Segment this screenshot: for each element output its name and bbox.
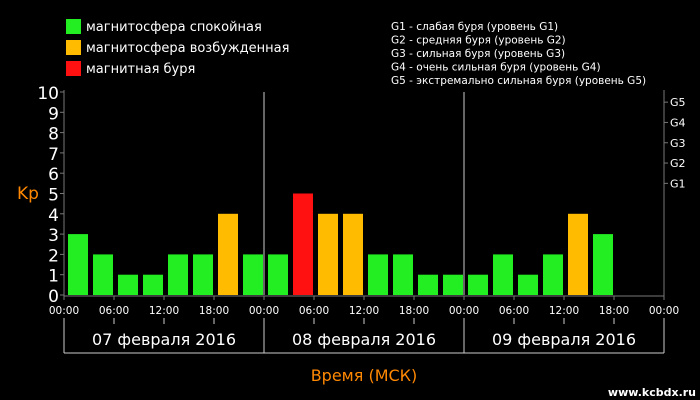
bar-12	[343, 213, 363, 295]
storm-tick-label-G5: G5	[670, 96, 686, 109]
y-tick-label-7: 7	[48, 145, 59, 165]
x-tick-label-2: 06:00	[99, 305, 129, 317]
x-tick-label-9: 00:00	[449, 305, 479, 317]
storm-legend-item-3: G3 - сильная буря (уровень G3)	[391, 48, 565, 60]
grid	[263, 92, 465, 295]
bar-13	[368, 254, 388, 295]
bar-11	[318, 213, 338, 295]
bar-16	[443, 274, 463, 295]
y-tick-label-2: 2	[48, 246, 59, 266]
bar-18	[493, 254, 513, 295]
storm-legend-item-5: G5 - экстремально сильная буря (уровень …	[391, 75, 646, 87]
y-tick-label-0: 0	[48, 287, 59, 307]
x-tick-label-8: 18:00	[399, 305, 429, 317]
legend-swatch-1	[66, 19, 81, 34]
bar-4	[143, 274, 163, 295]
x-tick-label-5: 00:00	[249, 305, 279, 317]
y-tick-label-5: 5	[48, 186, 59, 206]
storm-tick-label-G2: G2	[670, 157, 686, 170]
x-tick-label-1: 00:00	[49, 305, 79, 317]
bar-20	[543, 254, 563, 295]
legend: магнитосфера спокойная магнитосфера возбу…	[66, 19, 289, 77]
y-tick-label-6: 6	[48, 165, 59, 185]
x-tick-label-10: 06:00	[499, 305, 529, 317]
watermark: www.kcbdx.ru	[608, 386, 696, 399]
legend-label-2: магнитосфера возбужденная	[86, 41, 289, 56]
axes	[60, 90, 668, 354]
bars	[68, 193, 613, 295]
storm-tick-label-G3: G3	[670, 137, 686, 150]
y-tick-label-10: 10	[37, 84, 59, 104]
legend-swatch-3	[66, 61, 81, 76]
bar-21	[568, 213, 588, 295]
bar-3	[118, 274, 138, 295]
x-tick-label-11: 12:00	[549, 305, 579, 317]
x-tick-label-6: 06:00	[299, 305, 329, 317]
bar-8	[243, 254, 263, 295]
bar-10	[293, 193, 313, 295]
y-tick-label-4: 4	[48, 206, 59, 226]
bar-6	[193, 254, 213, 295]
bar-5	[168, 254, 188, 295]
bar-15	[418, 274, 438, 295]
storm-legend-item-2: G2 - средняя буря (уровень G2)	[391, 35, 566, 47]
x-tick-label-4: 18:00	[199, 305, 229, 317]
legend-label-3: магнитная буря	[86, 62, 195, 77]
day-label-2: 08 февраля 2016	[292, 330, 436, 349]
storm-level-legend: G1 - слабая буря (уровень G1) G2 - средня…	[391, 21, 646, 87]
x-tick-label-3: 12:00	[149, 305, 179, 317]
y-tick-label-1: 1	[48, 267, 59, 287]
y-tick-label-9: 9	[48, 104, 59, 124]
x-axis-label: Время (МСК)	[311, 366, 418, 385]
x-tick-label-7: 12:00	[349, 305, 379, 317]
bar-9	[268, 254, 288, 295]
day-label-1: 07 февраля 2016	[92, 330, 236, 349]
bar-14	[393, 254, 413, 295]
bar-22	[593, 234, 613, 295]
day-label-3: 09 февраля 2016	[492, 330, 636, 349]
y-axis-label: Kp	[17, 184, 39, 204]
legend-swatch-2	[66, 40, 81, 55]
bar-19	[518, 274, 538, 295]
storm-legend-item-1: G1 - слабая буря (уровень G1)	[391, 21, 558, 33]
bar-7	[218, 213, 238, 295]
storm-tick-label-G1: G1	[670, 177, 686, 190]
y-tick-label-8: 8	[48, 125, 59, 145]
x-tick-label-12: 18:00	[599, 305, 629, 317]
bar-2	[93, 254, 113, 295]
x-tick-label-13: 00:00	[649, 305, 679, 317]
bar-17	[468, 274, 488, 295]
y-tick-label-3: 3	[48, 226, 59, 246]
legend-label-1: магнитосфера спокойная	[86, 20, 262, 35]
storm-tick-label-G4: G4	[670, 116, 686, 129]
storm-legend-item-4: G4 - очень сильная буря (уровень G4)	[391, 62, 601, 74]
bar-1	[68, 234, 88, 295]
